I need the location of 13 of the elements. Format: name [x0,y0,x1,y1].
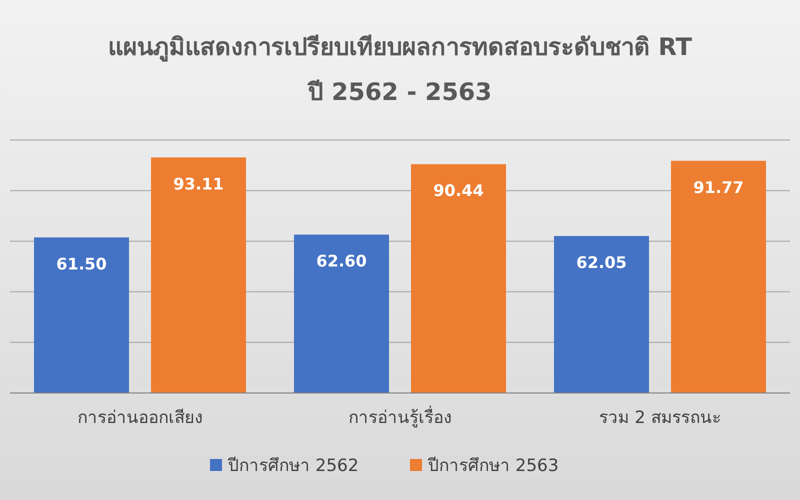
legend-label: ปีการศึกษา 2562 [227,456,359,476]
x-tick-label: การอ่านรู้เรื่อง [348,405,452,428]
x-tick-label: รวม 2 สมรรถนะ [599,408,721,428]
data-label: 61.50 [56,254,107,274]
data-label: 91.77 [693,178,744,197]
data-label: 62.05 [576,253,627,272]
data-label: 93.11 [173,174,224,194]
chart-title: แผนภูมิแสดงการเปรียบเทียบผลการทดสอบระดับชาติ RT [108,33,693,62]
data-label: 90.44 [433,181,484,200]
legend-label: ปีการศึกษา 2563 [427,456,559,476]
data-label: 62.60 [316,252,367,271]
x-tick-label: การอ่านออกเสียง [78,408,202,428]
chart-subtitle: ปี 2562 - 2563 [307,78,492,106]
